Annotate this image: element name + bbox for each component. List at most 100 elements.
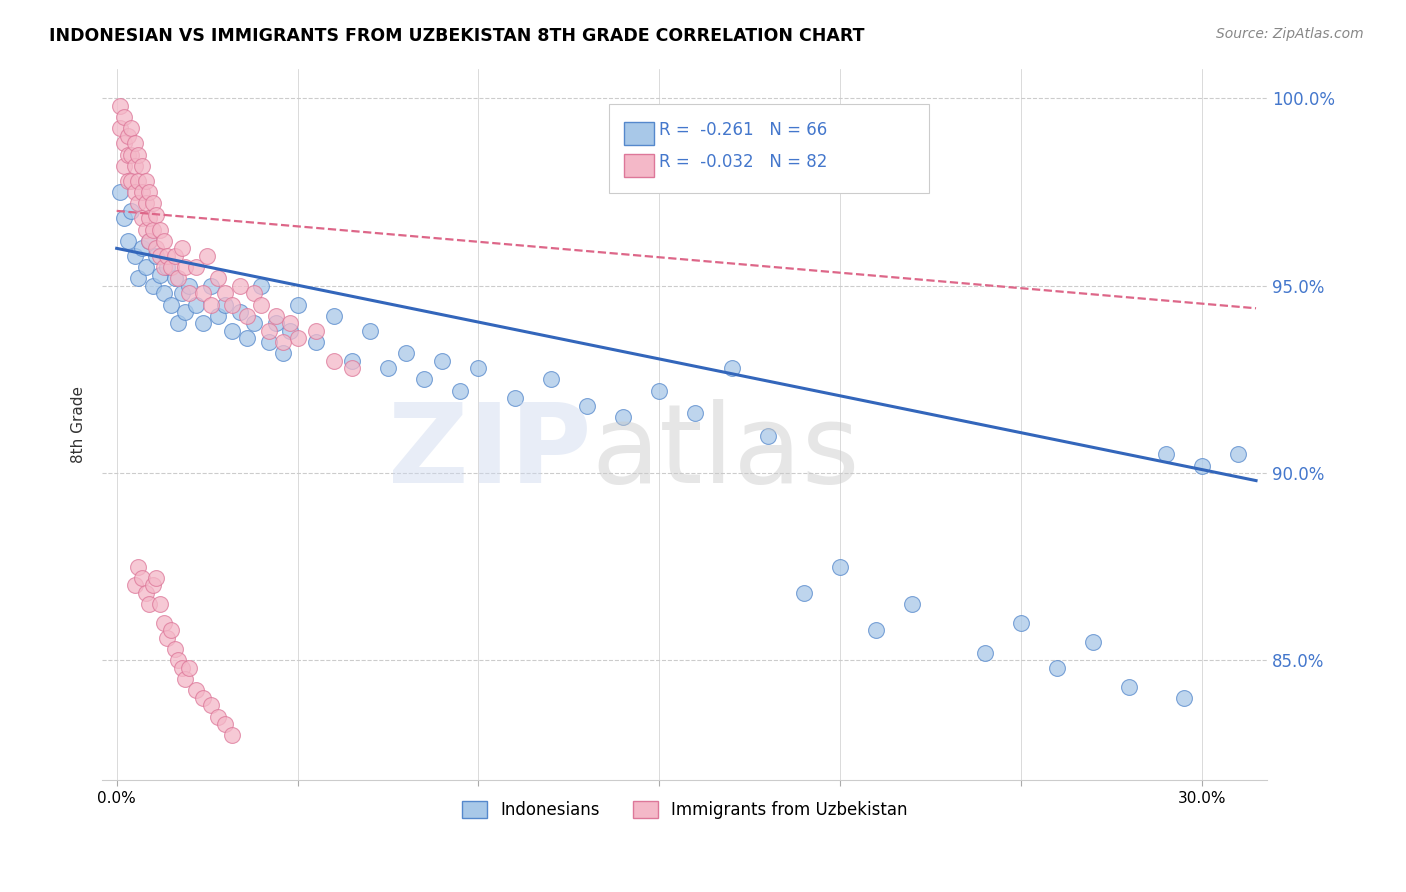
Point (170, 286, 193, 301)
Point (575, 399, 598, 413)
Point (127, 559, 149, 574)
Point (142, 278, 165, 293)
Point (120, 121, 142, 136)
Point (131, 159, 153, 173)
Point (1118, 680, 1140, 694)
Point (163, 271, 186, 285)
Point (200, 698, 222, 713)
Point (160, 624, 183, 638)
Point (152, 234, 174, 248)
Point (685, 406, 707, 420)
Point (138, 234, 160, 248)
Point (322, 353, 344, 368)
FancyBboxPatch shape (609, 104, 929, 193)
Point (200, 297, 222, 311)
Point (648, 384, 671, 398)
Text: ZIP: ZIP (388, 400, 592, 507)
Point (142, 578, 165, 592)
Point (193, 690, 215, 705)
Point (830, 559, 852, 574)
Point (1226, 447, 1249, 461)
Point (156, 260, 179, 274)
Point (149, 268, 172, 282)
Point (163, 249, 186, 263)
Point (131, 185, 153, 199)
Point (228, 278, 250, 293)
Point (193, 316, 215, 330)
Point (110, 121, 132, 136)
Point (236, 331, 259, 345)
Point (167, 271, 190, 285)
Point (120, 174, 142, 188)
Point (214, 717, 236, 731)
Point (322, 309, 344, 323)
Point (186, 260, 208, 274)
Point (200, 278, 222, 293)
Legend: Indonesians, Immigrants from Uzbekistan: Indonesians, Immigrants from Uzbekistan (456, 794, 914, 825)
Point (186, 297, 208, 311)
Point (117, 234, 139, 248)
Point (236, 309, 259, 323)
FancyBboxPatch shape (624, 154, 654, 177)
Point (149, 597, 172, 611)
Point (177, 278, 200, 293)
Point (138, 185, 160, 199)
Point (207, 309, 229, 323)
Point (135, 222, 157, 236)
Point (793, 586, 815, 600)
Point (271, 346, 294, 360)
Text: R =  -0.032   N = 82: R = -0.032 N = 82 (659, 153, 827, 171)
Point (413, 372, 436, 386)
Point (145, 571, 167, 585)
Point (127, 196, 149, 211)
Point (135, 196, 157, 211)
Point (117, 147, 139, 161)
Point (163, 642, 186, 657)
Point (131, 211, 153, 226)
Point (395, 346, 418, 360)
Point (243, 316, 266, 330)
Point (112, 159, 135, 173)
Point (160, 260, 183, 274)
Point (221, 324, 243, 338)
Point (1173, 690, 1195, 705)
Point (271, 334, 294, 349)
Text: INDONESIAN VS IMMIGRANTS FROM UZBEKISTAN 8TH GRADE CORRELATION CHART: INDONESIAN VS IMMIGRANTS FROM UZBEKISTAN… (49, 27, 865, 45)
Point (152, 615, 174, 630)
Point (228, 305, 250, 319)
Point (304, 324, 326, 338)
Point (127, 174, 149, 188)
Point (432, 353, 454, 368)
Point (756, 428, 779, 442)
Point (340, 361, 363, 376)
Point (124, 136, 146, 151)
Point (156, 631, 179, 645)
Point (287, 331, 309, 345)
Point (145, 249, 167, 263)
Point (170, 661, 193, 675)
Point (1046, 661, 1069, 675)
Point (540, 372, 562, 386)
Point (135, 586, 157, 600)
Point (1191, 458, 1213, 473)
Point (207, 271, 229, 285)
Point (503, 391, 526, 405)
Point (250, 278, 273, 293)
Point (110, 185, 132, 199)
Point (720, 361, 742, 376)
Point (177, 286, 200, 301)
Text: Source: ZipAtlas.com: Source: ZipAtlas.com (1216, 27, 1364, 41)
Point (214, 297, 236, 311)
Point (287, 297, 309, 311)
Point (1010, 615, 1032, 630)
Point (1154, 447, 1177, 461)
Point (186, 683, 208, 698)
Point (138, 234, 160, 248)
Point (160, 297, 183, 311)
Point (264, 316, 287, 330)
Point (149, 222, 172, 236)
Point (117, 128, 139, 143)
Point (467, 361, 489, 376)
Point (243, 286, 266, 301)
Point (110, 99, 132, 113)
